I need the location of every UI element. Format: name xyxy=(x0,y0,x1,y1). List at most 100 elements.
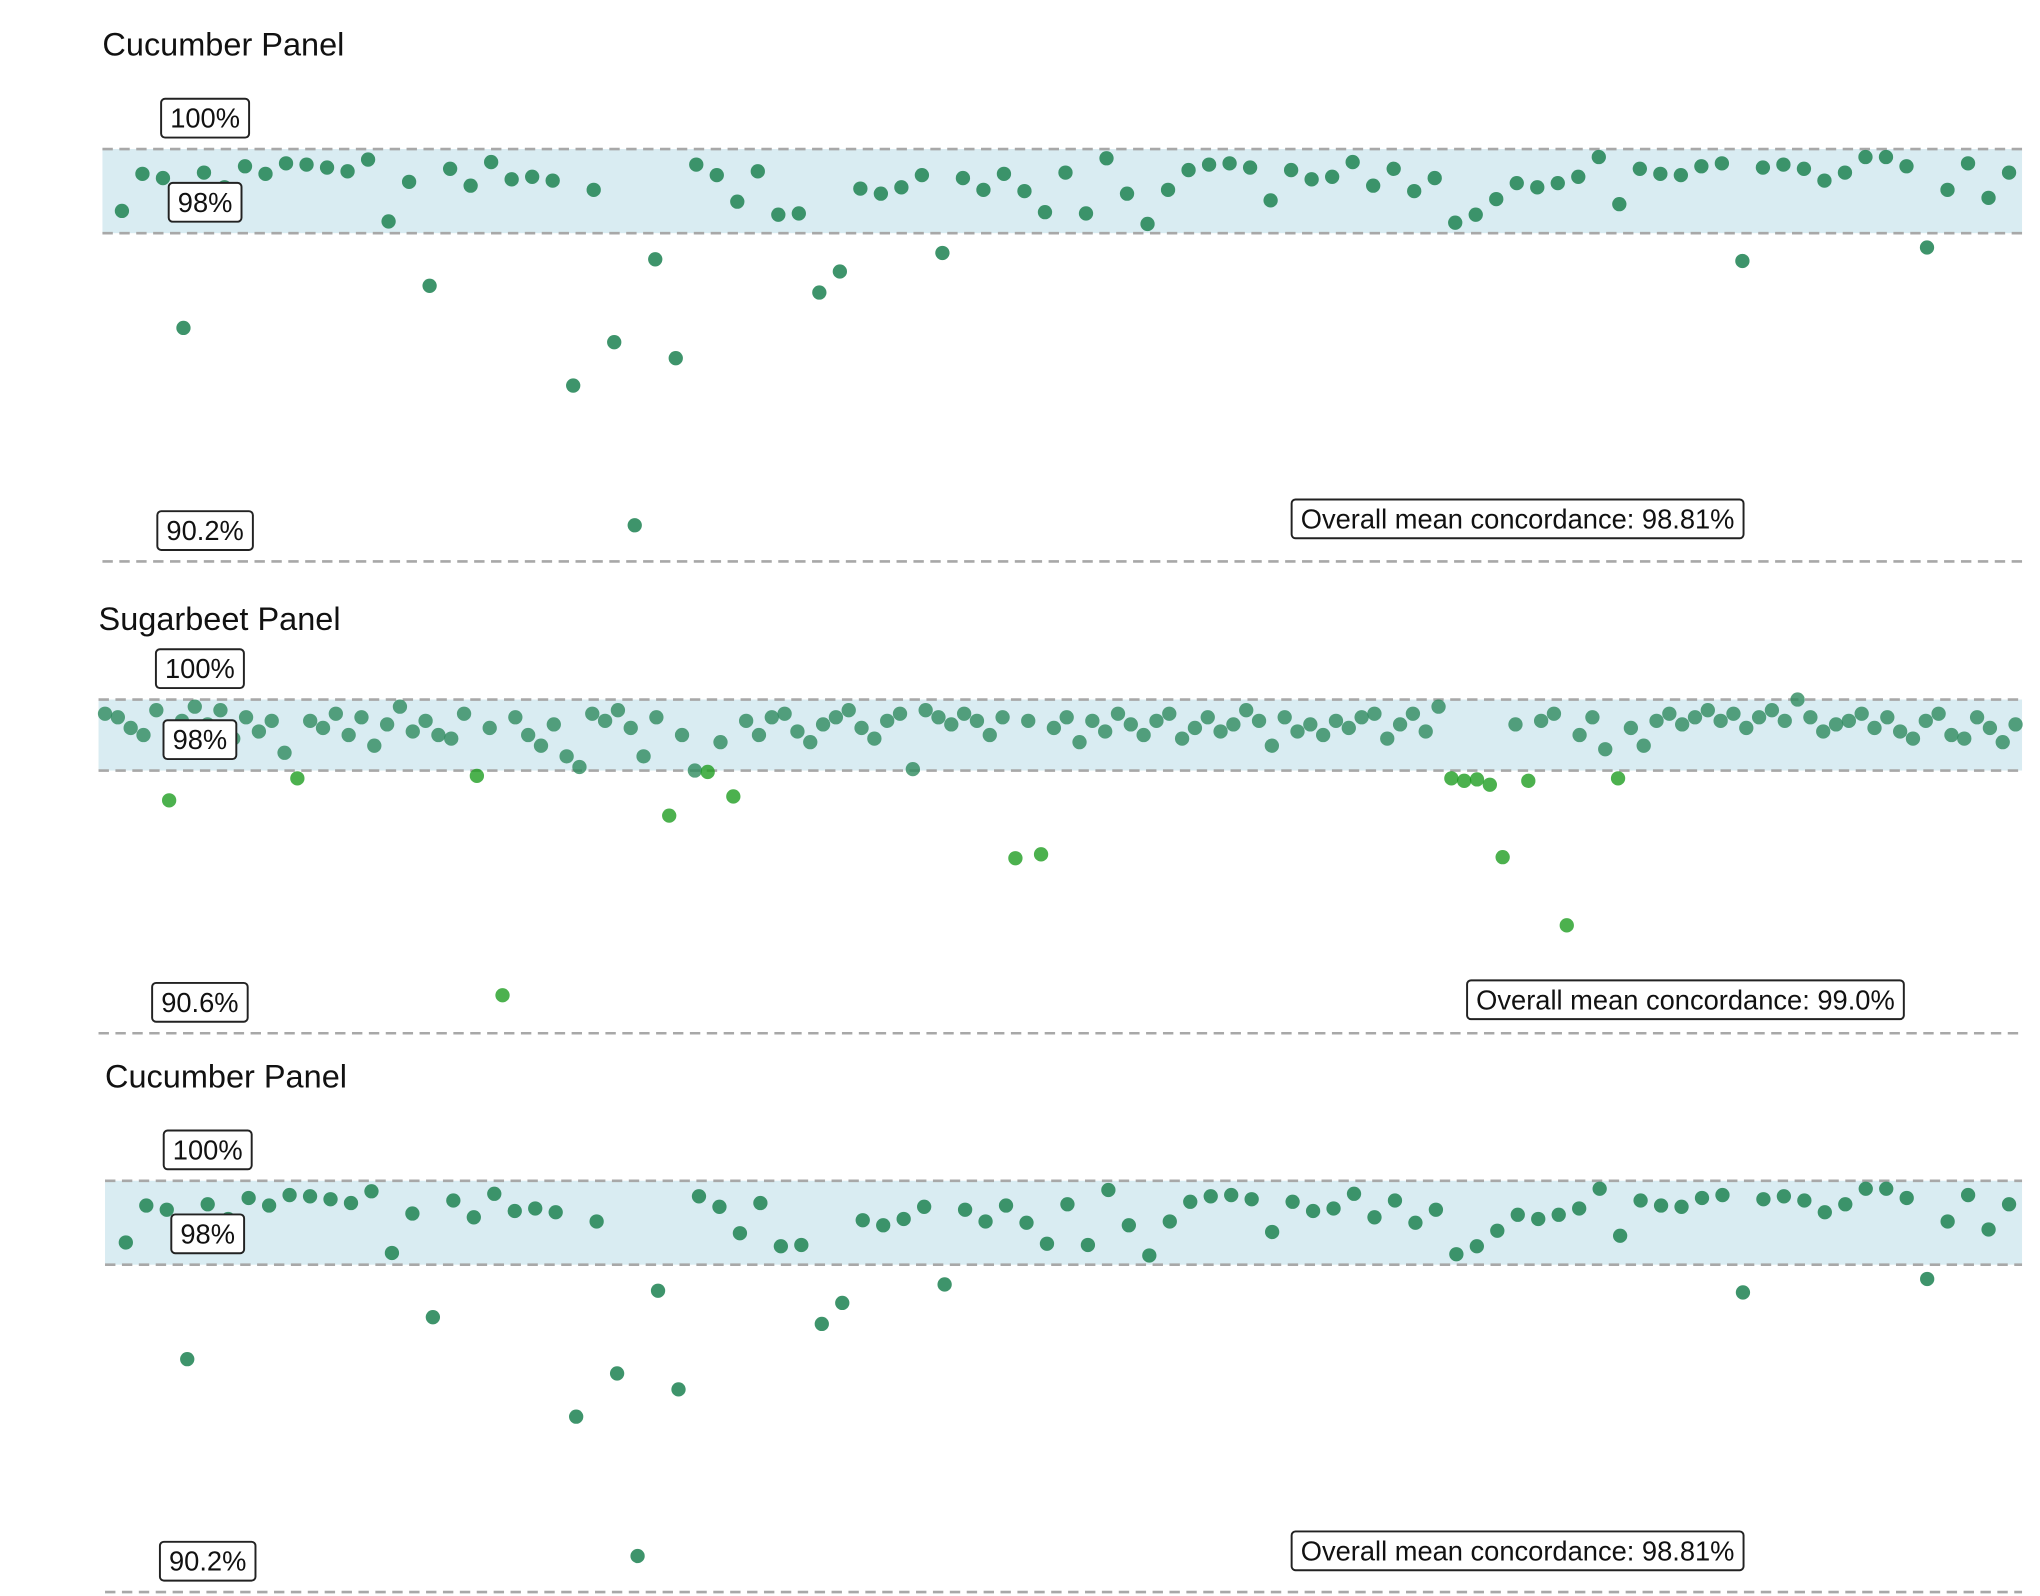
point xyxy=(1085,713,1100,728)
point xyxy=(687,763,703,778)
point xyxy=(1039,1236,1055,1251)
point xyxy=(1559,918,1574,933)
point xyxy=(1448,215,1463,230)
point xyxy=(1940,182,1955,197)
point xyxy=(1482,777,1497,792)
point xyxy=(340,164,355,179)
point xyxy=(627,518,642,533)
point xyxy=(1572,1201,1587,1216)
point xyxy=(1776,157,1791,172)
point xyxy=(431,727,446,743)
point xyxy=(1444,771,1459,786)
point xyxy=(1687,710,1703,725)
point xyxy=(1123,717,1138,732)
point xyxy=(264,713,279,728)
point xyxy=(401,174,417,190)
label-box xyxy=(1466,979,1905,1021)
point xyxy=(328,706,343,721)
point xyxy=(955,170,971,186)
point xyxy=(607,335,622,350)
point xyxy=(1037,205,1053,220)
point xyxy=(354,710,369,725)
point xyxy=(777,706,792,721)
point xyxy=(931,710,946,725)
annotation: Overall mean concordance: 98.81% xyxy=(1301,1535,1735,1566)
point xyxy=(379,717,395,732)
point xyxy=(545,173,560,188)
point xyxy=(1058,165,1073,180)
panel-title: Cucumber Panel xyxy=(105,1058,347,1094)
point xyxy=(1457,773,1472,788)
reference-label: 90.2% xyxy=(169,1546,246,1577)
point xyxy=(1392,717,1408,732)
point xyxy=(1304,172,1319,187)
point xyxy=(1290,724,1305,739)
point xyxy=(700,764,715,780)
point xyxy=(1726,706,1741,721)
point xyxy=(1367,1210,1382,1225)
point xyxy=(709,167,724,183)
point xyxy=(1099,151,1114,166)
point xyxy=(1200,710,1215,725)
point xyxy=(2001,1197,2017,1212)
point xyxy=(1162,1214,1177,1229)
point xyxy=(303,713,318,728)
point xyxy=(753,1195,768,1211)
point xyxy=(118,1235,133,1250)
label-box xyxy=(162,1129,253,1171)
point xyxy=(1715,1187,1730,1203)
point xyxy=(935,245,950,261)
point xyxy=(1427,170,1442,186)
point xyxy=(1776,1189,1792,1204)
point xyxy=(251,724,267,739)
point xyxy=(446,1193,461,1208)
point xyxy=(1694,159,1709,174)
point xyxy=(1777,713,1792,728)
point xyxy=(1797,1193,1812,1208)
label-box xyxy=(160,97,251,139)
point xyxy=(1136,727,1151,743)
point xyxy=(982,727,997,743)
point xyxy=(343,1195,359,1211)
point xyxy=(1755,160,1771,175)
point xyxy=(136,727,151,743)
point xyxy=(691,1189,707,1204)
point xyxy=(1521,773,1536,788)
reference-label: 100% xyxy=(165,653,235,684)
point xyxy=(648,252,663,267)
point xyxy=(1315,727,1331,743)
point xyxy=(392,699,408,714)
point xyxy=(1649,713,1664,728)
point xyxy=(1328,713,1344,728)
point xyxy=(1033,847,1049,862)
point xyxy=(1222,156,1237,171)
point xyxy=(1160,182,1176,197)
point xyxy=(1019,1215,1034,1230)
point xyxy=(546,717,561,732)
point xyxy=(176,320,191,336)
point xyxy=(1880,710,1895,725)
point xyxy=(1572,727,1587,743)
point xyxy=(1495,850,1510,865)
point xyxy=(998,1198,1014,1213)
point xyxy=(1653,166,1668,182)
point xyxy=(1735,1285,1751,1300)
point xyxy=(123,720,138,736)
label-box xyxy=(162,719,238,761)
point xyxy=(1149,713,1164,728)
point xyxy=(149,703,164,718)
point xyxy=(1242,160,1258,175)
point xyxy=(1508,717,1523,732)
point xyxy=(586,182,601,197)
point xyxy=(1201,157,1217,172)
point xyxy=(161,793,177,808)
point xyxy=(853,181,868,196)
point xyxy=(364,1184,379,1199)
point xyxy=(463,178,478,193)
point xyxy=(803,734,818,750)
point xyxy=(1632,161,1647,176)
point xyxy=(1612,197,1627,212)
point xyxy=(1098,724,1113,739)
point xyxy=(241,1190,256,1206)
